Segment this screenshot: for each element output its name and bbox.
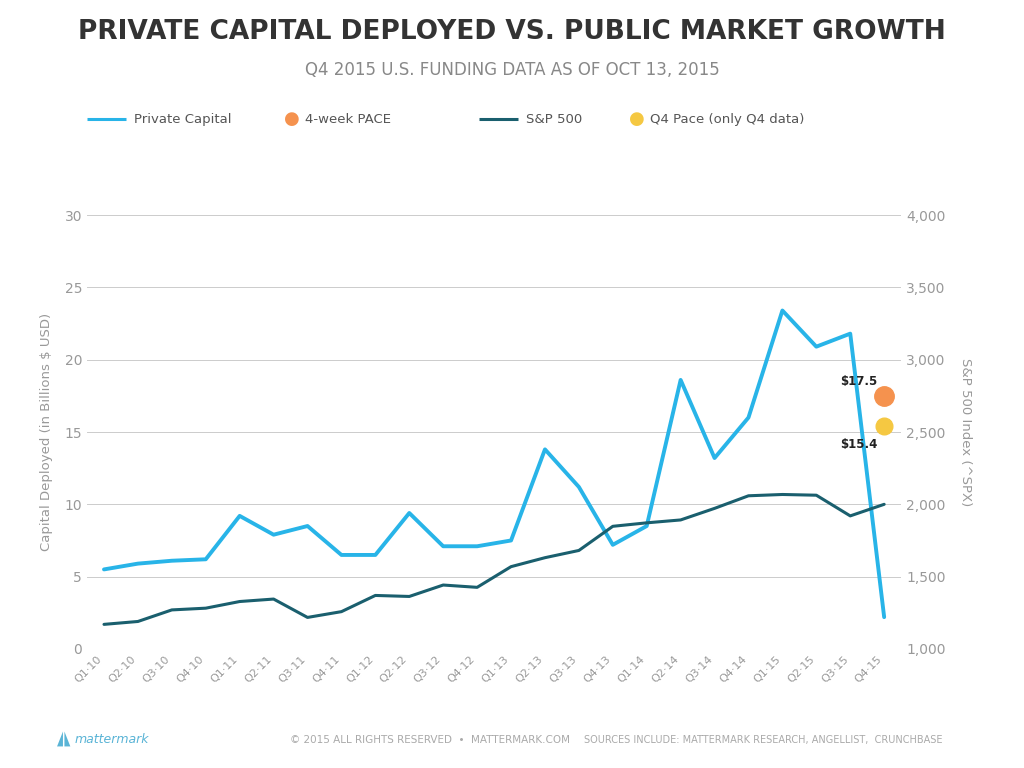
Text: SOURCES INCLUDE: MATTERMARK RESEARCH, ANGELLIST,  CRUNCHBASE: SOURCES INCLUDE: MATTERMARK RESEARCH, AN… [584, 734, 942, 745]
Text: © 2015 ALL RIGHTS RESERVED  •  MATTERMARK.COM: © 2015 ALL RIGHTS RESERVED • MATTERMARK.… [290, 734, 570, 745]
Text: Q4 2015 U.S. FUNDING DATA AS OF OCT 13, 2015: Q4 2015 U.S. FUNDING DATA AS OF OCT 13, … [304, 61, 720, 79]
Polygon shape [57, 731, 62, 746]
Text: $15.4: $15.4 [840, 439, 878, 452]
Text: S&P 500: S&P 500 [526, 113, 583, 125]
Text: PRIVATE CAPITAL DEPLOYED VS. PUBLIC MARKET GROWTH: PRIVATE CAPITAL DEPLOYED VS. PUBLIC MARK… [78, 19, 946, 45]
Y-axis label: S&P 500 Index (^SPX): S&P 500 Index (^SPX) [959, 358, 973, 506]
Text: $17.5: $17.5 [840, 375, 877, 388]
Text: mattermark: mattermark [75, 733, 150, 746]
Polygon shape [65, 731, 71, 746]
Text: Q4 Pace (only Q4 data): Q4 Pace (only Q4 data) [650, 113, 805, 125]
Y-axis label: Capital Deployed (in Billions $ USD): Capital Deployed (in Billions $ USD) [40, 313, 53, 551]
Text: 4-week PACE: 4-week PACE [305, 113, 391, 125]
Text: Private Capital: Private Capital [134, 113, 231, 125]
Text: ●: ● [284, 110, 300, 128]
Text: ●: ● [629, 110, 645, 128]
